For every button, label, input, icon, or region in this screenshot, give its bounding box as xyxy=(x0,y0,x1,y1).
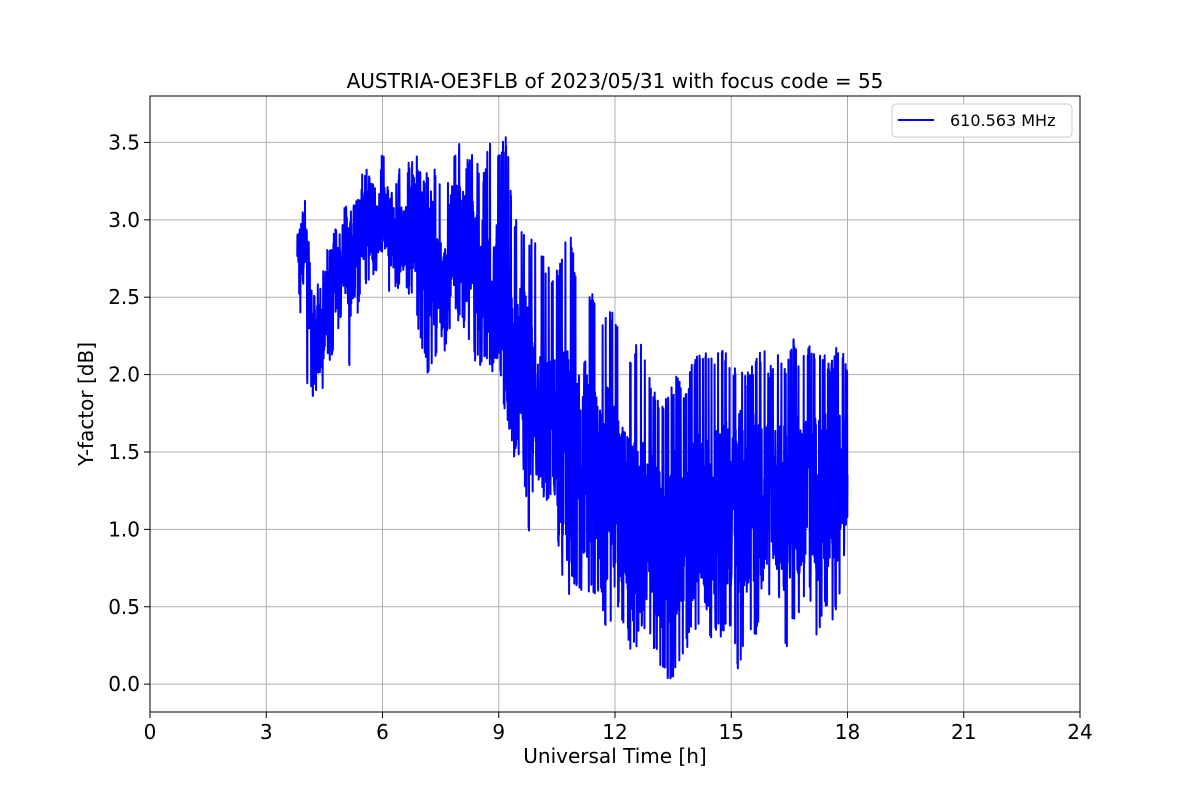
x-tick-label: 21 xyxy=(951,720,976,744)
x-tick-label: 9 xyxy=(492,720,505,744)
x-tick-label: 0 xyxy=(144,720,157,744)
x-tick-label: 24 xyxy=(1067,720,1092,744)
legend: 610.563 MHz xyxy=(891,103,1073,138)
y-tick-label: 0.0 xyxy=(108,672,140,696)
y-tick-label: 3.0 xyxy=(108,208,140,232)
y-tick-label: 2.0 xyxy=(108,363,140,387)
x-axis-label: Universal Time [h] xyxy=(523,744,706,768)
x-tick-label: 3 xyxy=(260,720,273,744)
y-tick-label: 1.0 xyxy=(108,517,140,541)
y-tick-label: 3.5 xyxy=(108,130,140,154)
series-line xyxy=(296,136,849,680)
ticks-layer: 0 3 6 9 12 15 18 21 24 0.0 0.5 1.0 1.5 2.0 2.5 3.0 3.5 xyxy=(108,130,1093,744)
y-axis-label: Y-factor [dB] xyxy=(74,342,98,467)
x-tick-label: 15 xyxy=(719,720,744,744)
chart-title: AUSTRIA-OE3FLB of 2023/05/31 with focus … xyxy=(347,69,884,93)
x-tick-label: 12 xyxy=(602,720,627,744)
legend-label: 610.563 MHz xyxy=(950,111,1055,130)
legend-box xyxy=(891,103,1073,138)
series-layer xyxy=(296,136,849,680)
x-tick-label: 18 xyxy=(835,720,860,744)
y-tick-label: 2.5 xyxy=(108,285,140,309)
y-tick-label: 0.5 xyxy=(108,595,140,619)
x-tick-label: 6 xyxy=(376,720,389,744)
y-tick-label: 1.5 xyxy=(108,440,140,464)
